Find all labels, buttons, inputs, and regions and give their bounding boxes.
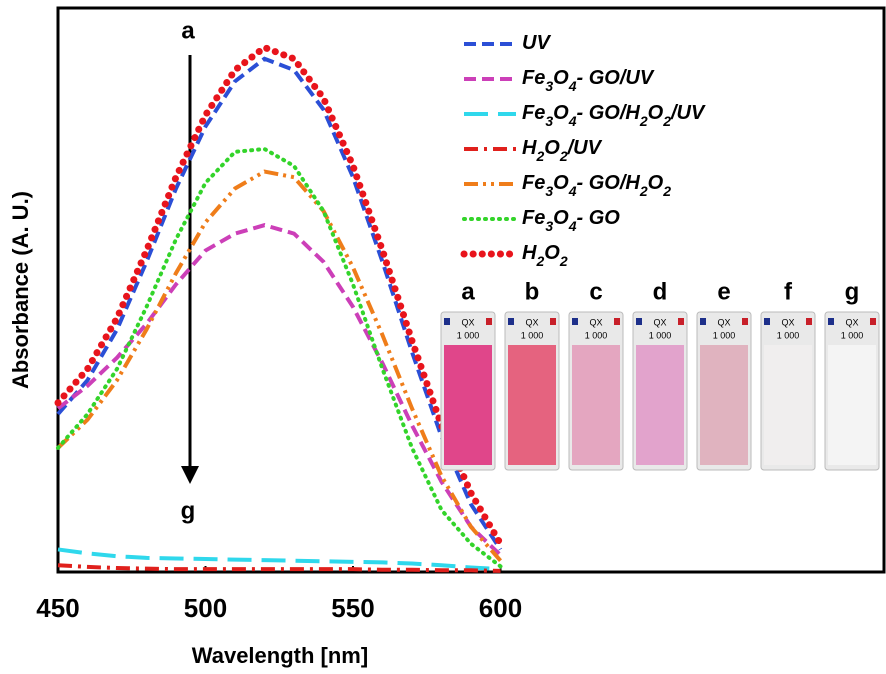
y-axis-label: Absorbance (A. U.) [8, 191, 33, 389]
cuvette-text: 1 000 [777, 330, 800, 340]
x-tick-label: 600 [479, 593, 522, 623]
x-tick-label: 450 [36, 593, 79, 623]
cuvette: g QX 1 000 [824, 278, 880, 471]
cuvette-blue [700, 318, 706, 325]
cuvette-text: QX [461, 317, 474, 327]
cuvette-red [486, 318, 492, 325]
legend-label: H2O2/UV [522, 137, 603, 163]
cuvette-liquid [572, 345, 620, 465]
cuvette-liquid [444, 345, 492, 465]
series-line [56, 169, 503, 563]
arrow-label: g [181, 497, 196, 524]
cuvette-red [614, 318, 620, 325]
cuvette: e QX 1 000 [696, 278, 752, 471]
photo-label: b [525, 278, 540, 305]
cuvette-liquid [828, 345, 876, 465]
series-line [57, 547, 501, 572]
cuvette-blue [572, 318, 578, 325]
arrow-head [181, 466, 199, 484]
legend-label: H2O2 [522, 242, 568, 268]
arrow-label: a [181, 17, 195, 44]
cuvette-liquid [636, 345, 684, 465]
cuvette-text: 1 000 [841, 330, 864, 340]
cuvette-blue [636, 318, 642, 325]
legend-label: Fe3O4- GO/H2O2/UV [522, 102, 706, 128]
cuvette-red [550, 318, 556, 325]
series-line [57, 563, 501, 573]
photo-label: f [784, 278, 793, 305]
cuvette: d QX 1 000 [632, 278, 688, 471]
cuvette-text: 1 000 [585, 330, 608, 340]
cuvette-red [806, 318, 812, 325]
cuvette-red [870, 318, 876, 325]
photo-label: g [845, 278, 860, 305]
cuvette-text: QX [845, 317, 858, 327]
legend-label: Fe3O4- GO [522, 207, 620, 233]
cuvette-blue [444, 318, 450, 325]
cuvette-blue [508, 318, 514, 325]
cuvette: f QX 1 000 [760, 278, 816, 471]
legend-label: Fe3O4- GO/H2O2 [522, 172, 671, 198]
series-line [54, 43, 504, 548]
cuvette-text: QX [653, 317, 666, 327]
cuvette-blue [764, 318, 770, 325]
cuvette: b QX 1 000 [504, 278, 560, 471]
photo-label: e [717, 278, 730, 305]
series-line [56, 223, 502, 557]
cuvette-blue [828, 318, 834, 325]
cuvette: c QX 1 000 [568, 278, 624, 471]
photo-label: c [589, 278, 602, 305]
cuvette: a QX 1 000 [440, 278, 496, 471]
cuvette-red [678, 318, 684, 325]
cuvette-text: QX [717, 317, 730, 327]
cuvette-liquid [508, 345, 556, 465]
cuvette-text: QX [781, 317, 794, 327]
series-line [56, 56, 503, 551]
legend-label: UV [522, 32, 551, 54]
photo-label: a [461, 278, 475, 305]
cuvette-text: 1 000 [457, 330, 480, 340]
cuvette-text: 1 000 [713, 330, 736, 340]
x-axis-label: Wavelength [nm] [192, 643, 368, 668]
photo-label: d [653, 278, 668, 305]
legend-label: Fe3O4- GO/UV [522, 67, 655, 93]
x-tick-label: 500 [184, 593, 227, 623]
x-tick-label: 550 [331, 593, 374, 623]
cuvette-liquid [764, 345, 812, 465]
cuvette-text: QX [589, 317, 602, 327]
cuvette-red [742, 318, 748, 325]
cuvette-text: QX [525, 317, 538, 327]
series-line [56, 146, 503, 569]
cuvette-text: 1 000 [521, 330, 544, 340]
cuvette-liquid [700, 345, 748, 465]
cuvette-text: 1 000 [649, 330, 672, 340]
